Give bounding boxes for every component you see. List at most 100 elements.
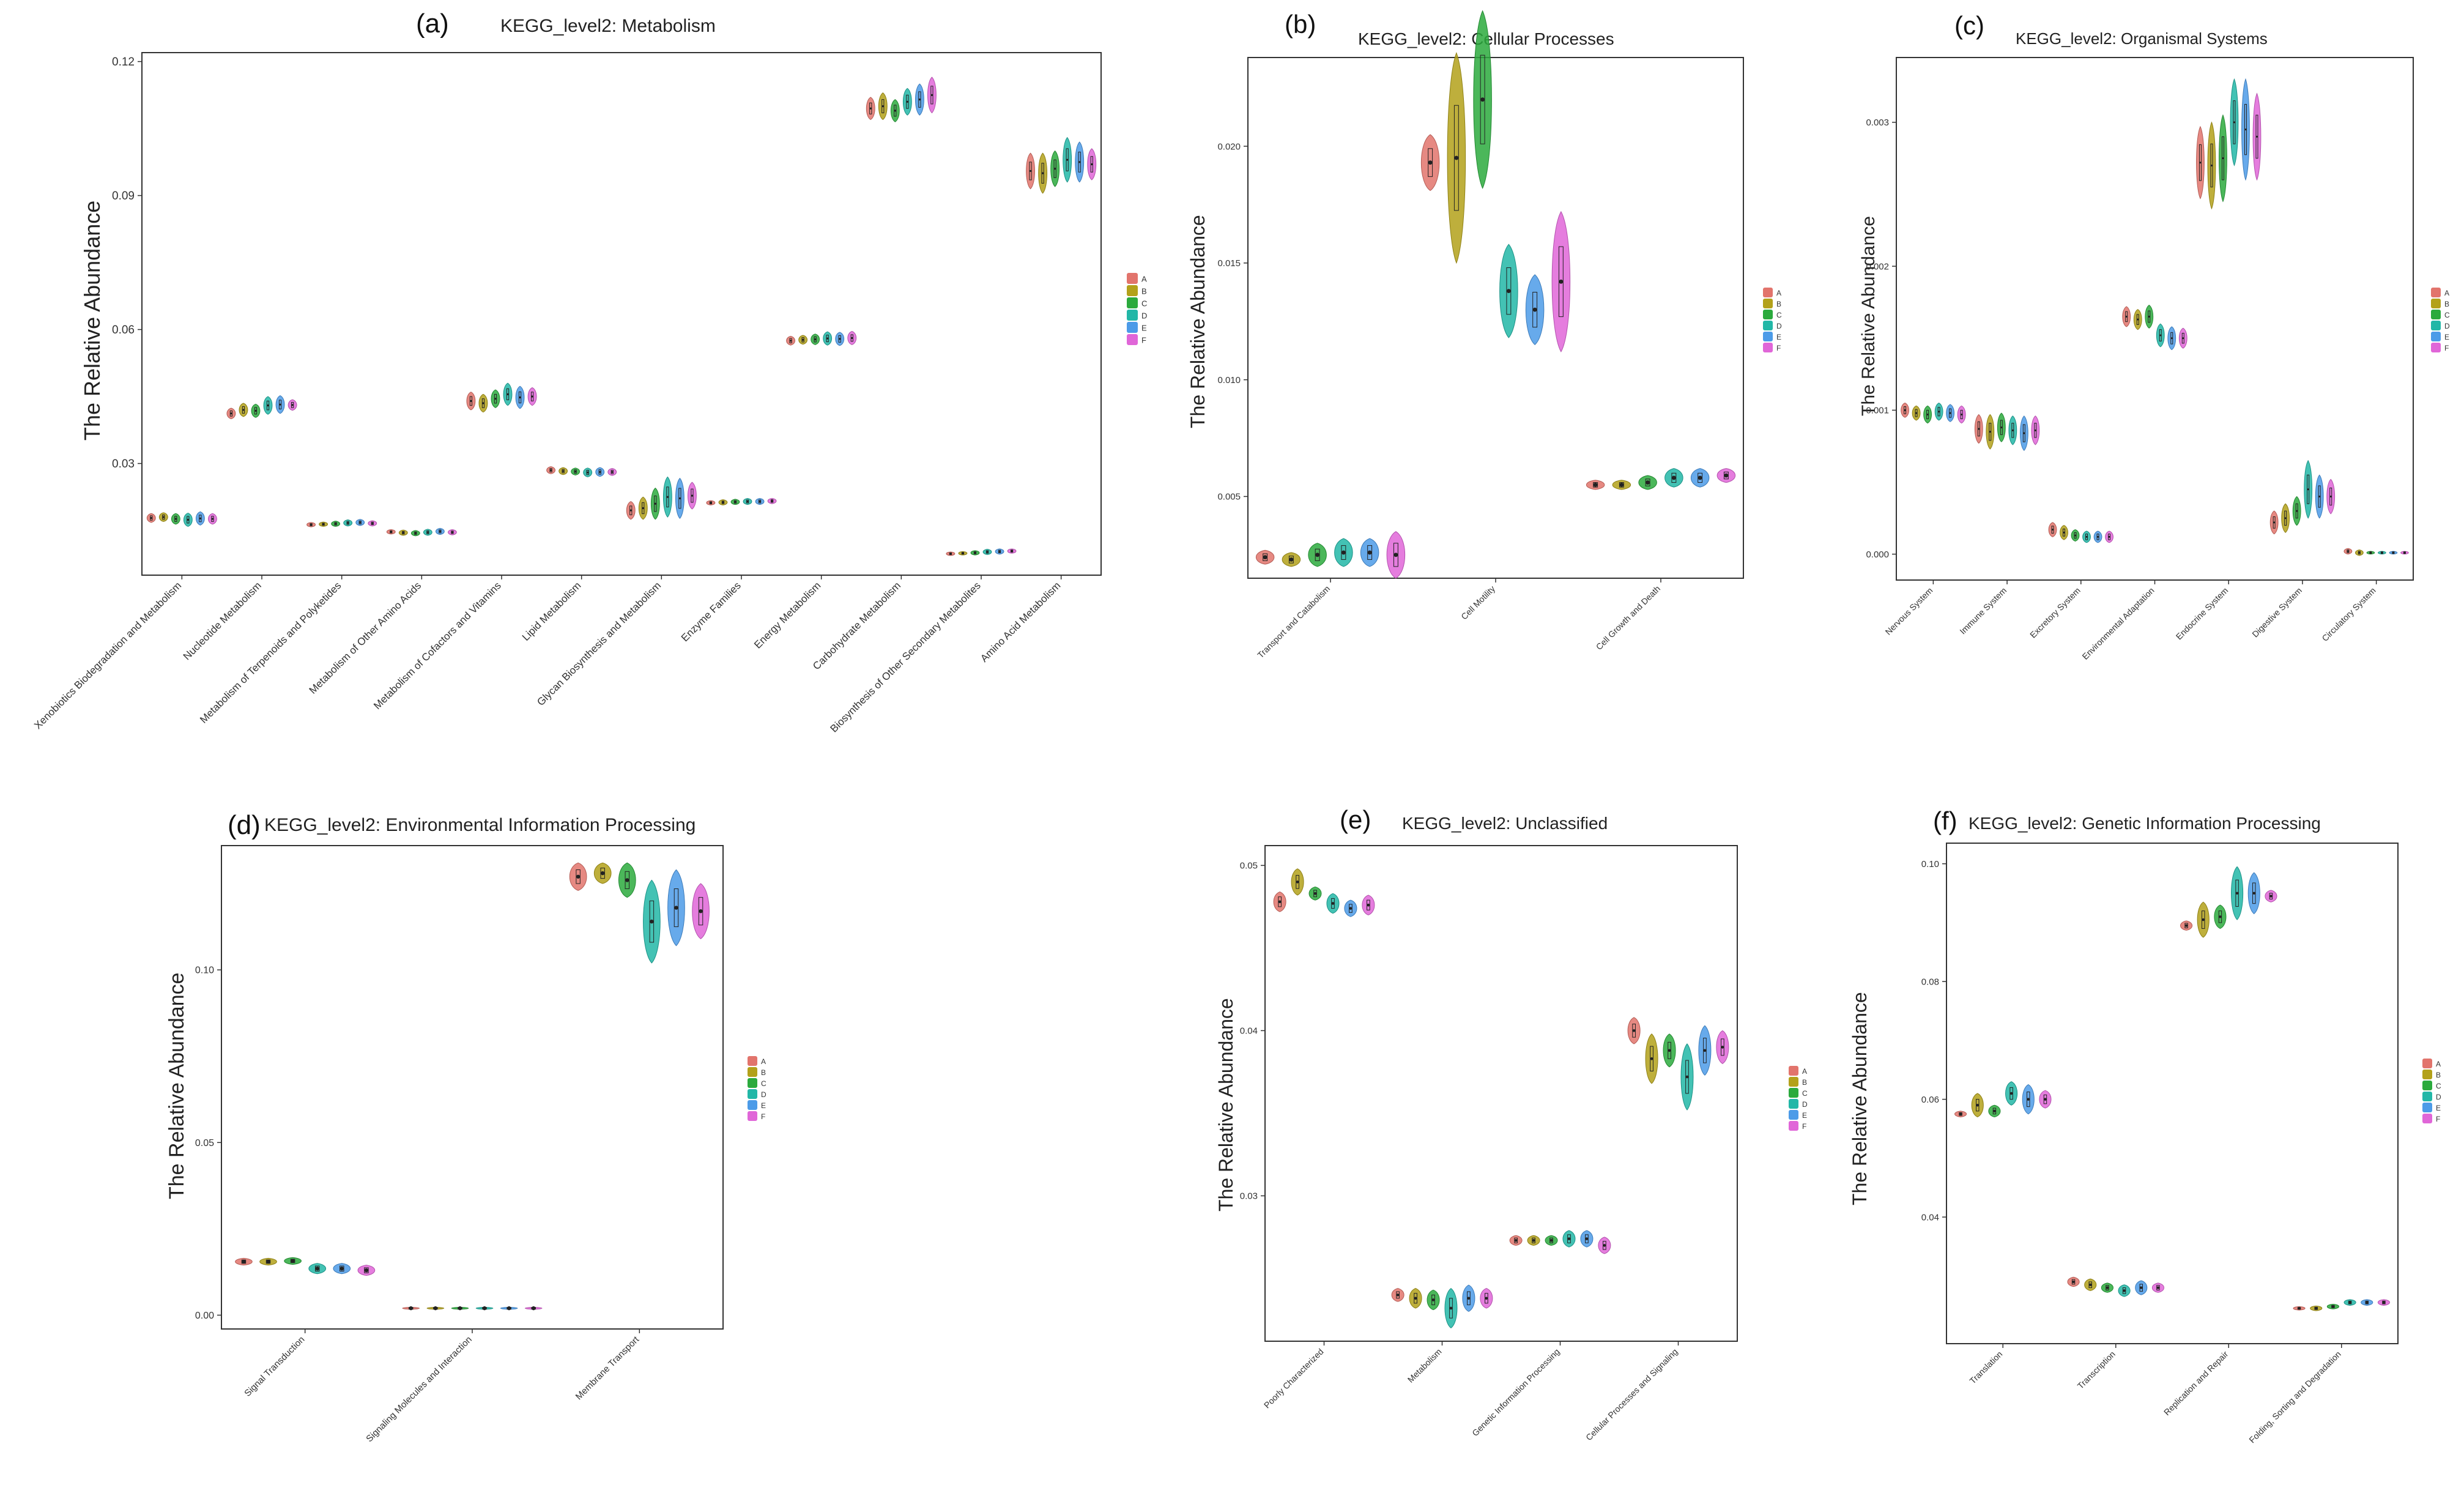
median-dot-A bbox=[789, 340, 792, 342]
chart-svg-e: 0.03 0.04 0.05 Poorly Characterized Metaboli… bbox=[1240, 845, 1808, 1443]
median-dot-D bbox=[315, 1267, 319, 1271]
box-C bbox=[254, 407, 258, 415]
legend-swatch-C bbox=[2422, 1081, 2432, 1090]
median-dot-E bbox=[2392, 551, 2394, 554]
legend-label-A: A bbox=[1776, 289, 1781, 297]
median-dot-D bbox=[906, 100, 908, 103]
box-A bbox=[1396, 1291, 1400, 1299]
y-tick-label: 0.010 bbox=[1217, 375, 1241, 385]
legend-swatch-E bbox=[748, 1100, 757, 1110]
legend-label-E: E bbox=[761, 1101, 766, 1110]
median-dot-A bbox=[2273, 521, 2276, 524]
median-dot-E bbox=[1078, 161, 1081, 163]
legend-swatch-C bbox=[1763, 310, 1773, 319]
median-dot-F bbox=[2329, 496, 2332, 498]
legend-label-F: F bbox=[761, 1112, 765, 1121]
box-F bbox=[1558, 246, 1564, 318]
box-D bbox=[2235, 879, 2239, 907]
median-dot-F bbox=[211, 518, 214, 520]
box-F bbox=[1603, 1241, 1606, 1250]
box-D bbox=[985, 550, 989, 554]
median-dot-E bbox=[599, 471, 601, 473]
median-dot-E bbox=[519, 396, 521, 399]
median-dot-E bbox=[674, 906, 678, 910]
x-category-label: Genetic Information Processing bbox=[1470, 1347, 1561, 1438]
legend-swatch-C bbox=[1127, 297, 1138, 308]
chart-svg-f: 0.04 0.06 0.08 0.10 Translation Transcription… bbox=[1921, 843, 2441, 1445]
box-D bbox=[649, 900, 655, 943]
legend-label-E: E bbox=[1141, 323, 1147, 332]
median-dot-F bbox=[2034, 429, 2036, 431]
chart-panel-c: (c) KEGG_level2: Organismal Systems The … bbox=[1835, 0, 2464, 777]
y-tick-label: 0.12 bbox=[112, 56, 135, 69]
box-F bbox=[698, 897, 703, 926]
box-F bbox=[2382, 1300, 2386, 1304]
legend-label-F: F bbox=[2436, 1115, 2440, 1123]
y-tick-label: 0.10 bbox=[1921, 859, 1939, 869]
median-dot-B bbox=[2137, 318, 2139, 321]
legend-swatch-F bbox=[1763, 343, 1773, 352]
x-category-label: Membrane Transport bbox=[574, 1334, 642, 1402]
box-C bbox=[494, 393, 497, 404]
median-dot-B bbox=[433, 1306, 438, 1311]
x-category-label: Cellular Processes and Signaling bbox=[1584, 1347, 1680, 1443]
legend-swatch-A bbox=[2422, 1059, 2432, 1068]
median-dot-C bbox=[414, 532, 417, 534]
box-F bbox=[691, 488, 694, 503]
legend-swatch-D bbox=[2431, 321, 2441, 330]
median-dot-A bbox=[1263, 555, 1267, 560]
median-dot-D bbox=[2348, 1301, 2351, 1304]
x-category-label: Carbohydrate Metabolism bbox=[811, 579, 903, 672]
box-D bbox=[1449, 1298, 1453, 1319]
x-category-label: Energy Metabolism bbox=[752, 579, 823, 650]
box-D bbox=[1685, 1060, 1689, 1094]
panel-title-f: KEGG_level2: Genetic Information Process… bbox=[1969, 814, 2321, 833]
median-dot-A bbox=[576, 874, 581, 879]
x-category-label: Digestive System bbox=[2250, 586, 2304, 639]
median-dot-A bbox=[1632, 1029, 1636, 1032]
y-tick-label: 0.003 bbox=[1866, 117, 1889, 128]
median-dot-E bbox=[1532, 307, 1537, 312]
box-E bbox=[2139, 1284, 2143, 1292]
median-dot-F bbox=[291, 404, 294, 406]
box-E bbox=[278, 400, 282, 409]
y-tick-label: 0.08 bbox=[1921, 977, 1939, 987]
legend-swatch-C bbox=[748, 1078, 757, 1088]
median-dot-A bbox=[390, 530, 392, 533]
box-B bbox=[481, 398, 485, 408]
median-dot-D bbox=[2123, 1289, 2126, 1292]
median-dot-B bbox=[2315, 1307, 2318, 1310]
median-dot-E bbox=[2244, 128, 2247, 131]
median-dot-F bbox=[2255, 135, 2258, 138]
panel-title-c: KEGG_level2: Organismal Systems bbox=[2016, 29, 2268, 48]
legend-label-D: D bbox=[1776, 322, 1782, 330]
median-dot-A bbox=[2199, 162, 2202, 164]
box-A bbox=[576, 869, 581, 884]
box-E bbox=[2252, 882, 2256, 904]
median-dot-C bbox=[1431, 1298, 1435, 1301]
box-A bbox=[1514, 1237, 1518, 1243]
legend-label-C: C bbox=[1776, 311, 1782, 319]
median-dot-D bbox=[2011, 429, 2014, 431]
median-dot-F bbox=[771, 500, 773, 502]
median-dot-C bbox=[2296, 510, 2298, 512]
box-F bbox=[1393, 543, 1398, 567]
box-C bbox=[1645, 478, 1650, 486]
median-dot-C bbox=[1480, 97, 1485, 102]
x-category-label: Glycan Biosynthesis and Metabolism bbox=[535, 579, 663, 708]
panel-tag-c: (c) bbox=[1954, 11, 1984, 40]
legend-swatch-E bbox=[1127, 322, 1138, 333]
median-dot-E bbox=[918, 99, 921, 101]
median-dot-F bbox=[2044, 1098, 2047, 1101]
legend-swatch-A bbox=[1763, 288, 1773, 297]
median-dot-E bbox=[2318, 496, 2321, 498]
median-dot-D bbox=[507, 393, 509, 395]
legend-swatch-E bbox=[1763, 332, 1773, 341]
box-C bbox=[814, 336, 817, 343]
median-dot-B bbox=[802, 338, 804, 341]
median-dot-D bbox=[1938, 411, 1940, 413]
median-dot-C bbox=[1993, 1109, 1996, 1113]
median-dot-B bbox=[1976, 1104, 1979, 1107]
box-D bbox=[1506, 267, 1512, 315]
median-dot-B bbox=[2210, 164, 2213, 166]
